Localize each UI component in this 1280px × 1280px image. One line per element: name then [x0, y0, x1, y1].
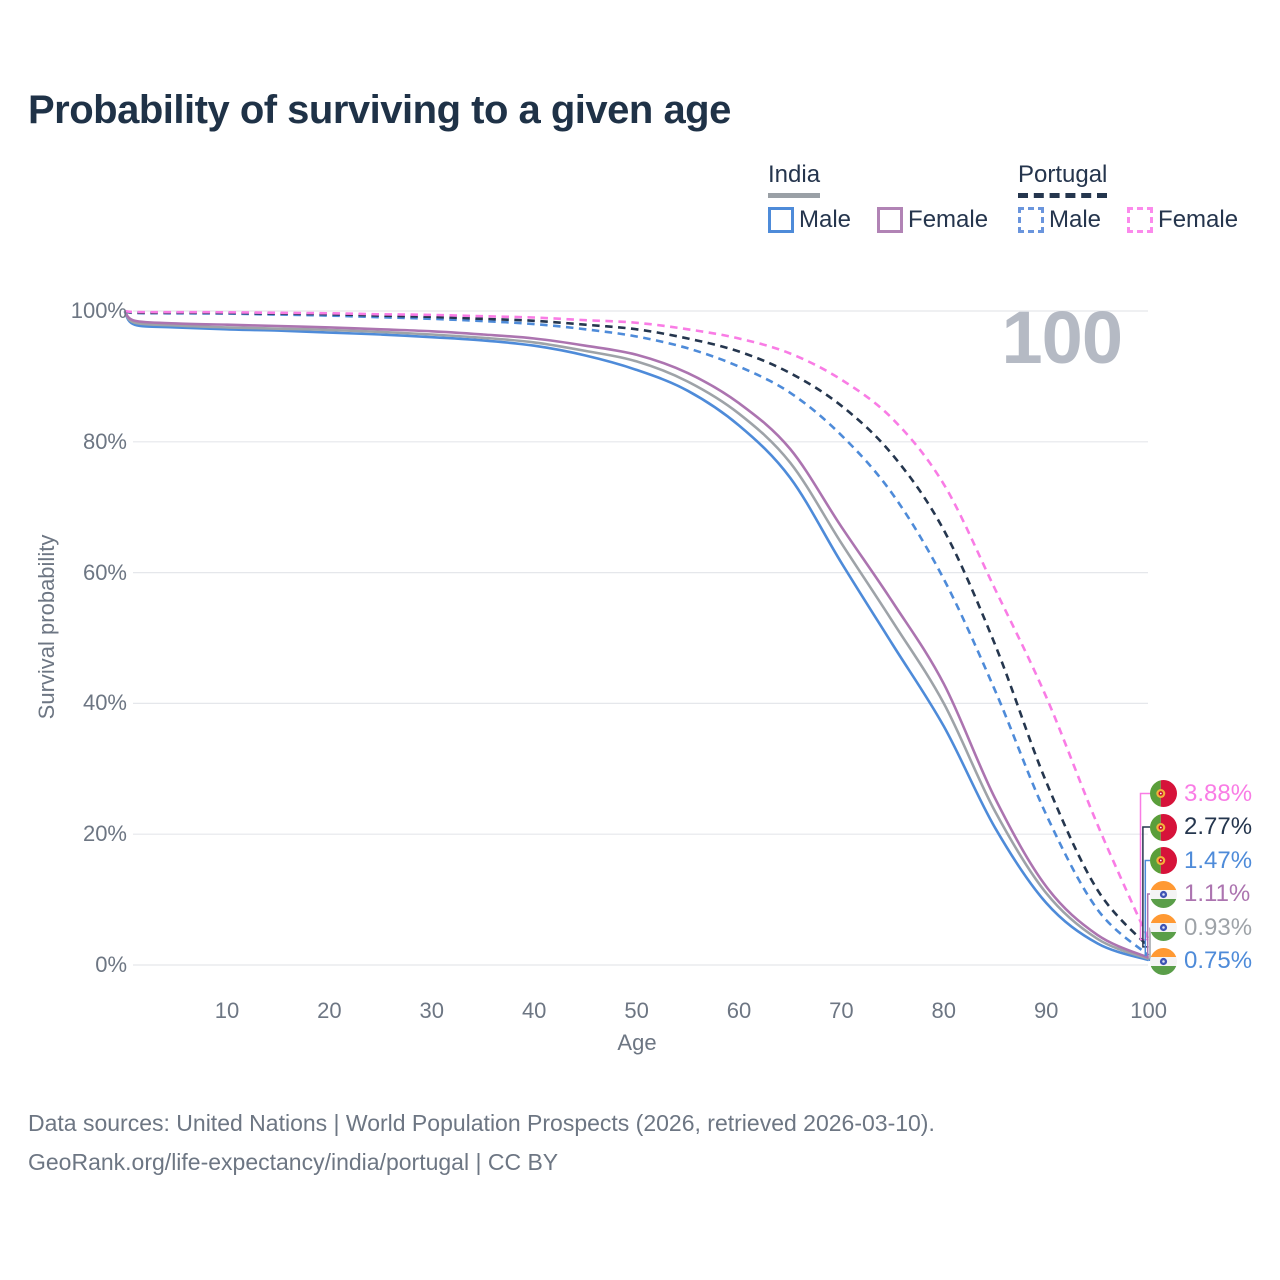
end-label-portugal-both-sexes: 2.77%	[1150, 813, 1252, 841]
x-tick-label-20: 20	[317, 998, 342, 1023]
footer-source-line: Data sources: United Nations | World Pop…	[28, 1110, 935, 1136]
end-label-india-male: 0.75%	[1150, 947, 1252, 975]
series-line-portugal-female[interactable]	[124, 309, 1150, 941]
footer: Data sources: United Nations | World Pop…	[28, 1104, 935, 1182]
legend-group-india: India Male Female	[768, 161, 988, 234]
footer-url-line: GeoRank.org/life-expectancy/india/portug…	[28, 1149, 559, 1175]
legend-item-india-female[interactable]: Female	[877, 206, 988, 234]
end-label-value: 1.47%	[1184, 846, 1253, 874]
y-tick-label-100: 100%	[70, 298, 127, 323]
portugal-flag-icon	[1150, 813, 1177, 841]
series-line-portugal-male[interactable]	[124, 309, 1150, 957]
legend-group-portugal: Portugal Male Female	[1018, 161, 1238, 234]
end-label-portugal-male: 1.47%	[1150, 847, 1252, 875]
end-label-value: 3.88%	[1184, 779, 1253, 807]
india-flag-icon	[1150, 880, 1177, 908]
age-counter-watermark: 100	[1001, 296, 1123, 379]
x-tick-label-90: 90	[1033, 998, 1059, 1023]
portugal-flag-icon	[1150, 847, 1177, 874]
x-tick-label-10: 10	[214, 998, 240, 1023]
y-tick-label-60: 60%	[82, 559, 127, 585]
x-tick-label-80: 80	[931, 998, 957, 1023]
leader-line-india-male	[1148, 959, 1151, 961]
end-label-value: 0.75%	[1184, 947, 1253, 974]
end-label-portugal-female: 3.88%	[1150, 780, 1252, 808]
leader-line-india-both-sexes	[1148, 927, 1151, 960]
series-line-india-male[interactable]	[123, 310, 1150, 962]
end-label-value: 2.77%	[1184, 813, 1253, 840]
end-label-india-female: 1.11%	[1150, 880, 1250, 908]
end-label-value: 0.93%	[1184, 913, 1253, 941]
series-line-india-female[interactable]	[123, 310, 1150, 959]
legend-label-india-male: Male	[799, 206, 852, 233]
y-tick-label-0: 0%	[95, 952, 127, 977]
legend-swatch-portugal-female	[1127, 207, 1154, 233]
series-line-portugal-both-sexes[interactable]	[124, 309, 1150, 948]
legend-country-portugal[interactable]: Portugal	[1018, 161, 1108, 198]
x-tick-label-70: 70	[829, 998, 854, 1023]
x-tick-label-40: 40	[521, 998, 547, 1023]
legend-swatch-india-female	[877, 207, 904, 233]
legend-swatch-portugal-male	[1018, 207, 1044, 233]
leader-line-portugal-both-sexes	[1142, 826, 1150, 948]
end-label-value: 1.11%	[1184, 880, 1251, 907]
y-tick-label-80: 80%	[82, 428, 127, 454]
legend-item-portugal-female[interactable]: Female	[1127, 206, 1238, 234]
legend-country-india[interactable]: India	[768, 161, 821, 198]
legend-label-india-female: Female	[908, 206, 989, 233]
x-tick-label-100: 100	[1130, 998, 1167, 1023]
leader-line-india-female	[1146, 893, 1150, 959]
legend-item-portugal-male[interactable]: Male	[1018, 206, 1101, 234]
india-flag-icon	[1150, 914, 1177, 941]
y-axis-title: Survival probability	[34, 534, 59, 720]
end-label-india-both-sexes: 0.93%	[1150, 914, 1252, 942]
legend-label-portugal-male: Male	[1049, 206, 1102, 233]
portugal-flag-icon	[1150, 780, 1177, 807]
y-tick-label-40: 40%	[82, 690, 127, 716]
x-tick-label-50: 50	[624, 998, 649, 1023]
series-line-india-both-sexes[interactable]	[123, 310, 1150, 961]
x-tick-label-30: 30	[419, 998, 445, 1023]
x-tick-label-60: 60	[726, 998, 752, 1023]
legend-item-india-male[interactable]: Male	[768, 206, 851, 234]
legend-label-portugal-female: Female	[1158, 206, 1239, 233]
x-axis-title: Age	[617, 1030, 657, 1055]
y-tick-label-20: 20%	[82, 821, 127, 847]
legend-swatch-india-male	[768, 207, 794, 233]
page-title: Probability of surviving to a given age	[28, 88, 731, 132]
india-flag-icon	[1150, 947, 1177, 975]
